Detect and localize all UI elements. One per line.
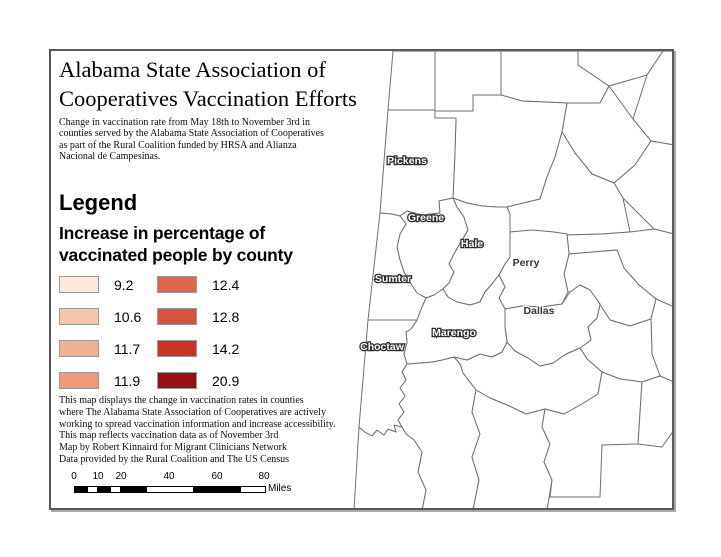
note-line: Map by Robert Kinnaird for Migrant Clini… <box>59 442 288 454</box>
legend-swatch <box>59 308 99 325</box>
note-line: This map reflects vaccination data as of… <box>59 430 279 442</box>
scale-segment <box>98 487 110 492</box>
county-label-dallas: Dallas <box>524 305 555 317</box>
county-labels: Pickens Greene Hale Sumter Perry Dallas … <box>359 154 556 355</box>
scale-bar-segments <box>74 486 266 493</box>
legend-subheading-line: vaccinated people by county <box>59 245 293 265</box>
legend-value: 10.6 <box>114 308 142 325</box>
county-label-sumter: Sumter <box>375 273 411 285</box>
legend-item: 11.7 <box>59 340 140 357</box>
legend-swatch <box>59 372 99 389</box>
county-shape-choctaw <box>358 319 418 437</box>
scale-tick: 40 <box>163 471 175 482</box>
legend-subheading: Increase in percentage of vaccinated peo… <box>59 222 293 266</box>
legend-item: 12.8 <box>157 308 239 325</box>
legend-item: 12.4 <box>157 276 239 293</box>
legend-item: 10.6 <box>59 308 141 325</box>
county-shape-perry <box>498 229 570 310</box>
legend-swatch <box>157 372 197 389</box>
legend-swatch <box>157 340 197 357</box>
scale-tick: 20 <box>115 471 127 482</box>
map-subtitle: Change in vaccination rate from May 18th… <box>59 117 324 163</box>
subtitle-line: as part of the Rural Coalition funded by… <box>59 139 297 151</box>
scale-segment <box>110 487 121 492</box>
legend-value: 14.2 <box>212 340 240 357</box>
county-shape-lamar <box>387 51 436 111</box>
legend-subheading-line: Increase in percentage of <box>59 223 266 243</box>
map-frame: Pickens Greene Hale Sumter Perry Dallas … <box>49 49 674 510</box>
legend-item: 20.9 <box>157 372 239 389</box>
scale-tick: 10 <box>92 471 104 482</box>
county-label-choctaw: Choctaw <box>360 341 405 353</box>
alabama-county-map: Pickens Greene Hale Sumter Perry Dallas … <box>353 51 672 508</box>
legend-swatch <box>157 308 197 325</box>
county-shape-dallas <box>504 284 601 367</box>
map-notes: This map displays the change in vaccinat… <box>59 395 335 466</box>
subtitle-line: Nacional de Campesinas. <box>59 151 161 163</box>
legend-value: 20.9 <box>212 372 240 389</box>
title-line-2: Cooperatives Vaccination Efforts <box>59 86 357 111</box>
scale-segment <box>75 487 87 492</box>
note-line: Data provided by the Rural Coalition and… <box>59 453 290 465</box>
scale-unit-label: Miles <box>268 483 292 494</box>
legend-heading: Legend <box>59 190 138 215</box>
legend-value: 12.4 <box>212 276 240 293</box>
subtitle-line: counties served by the Alabama State Ass… <box>59 128 324 140</box>
page-title: Alabama State Association of Cooperative… <box>59 55 357 113</box>
title-line-1: Alabama State Association of <box>59 57 326 82</box>
legend-value: 11.9 <box>114 372 141 389</box>
legend-swatch <box>59 340 99 357</box>
legend-value: 9.2 <box>114 276 134 293</box>
note-line: where The Alabama State Association of C… <box>59 406 326 418</box>
legend-swatch <box>59 276 99 293</box>
county-shape-butler <box>541 371 643 498</box>
scale-segment <box>146 487 194 492</box>
shaded-counties <box>358 109 601 437</box>
county-shape-southeast <box>637 375 672 448</box>
county-label-perry: Perry <box>513 257 540 269</box>
scale-tick: 0 <box>71 471 77 482</box>
legend-value: 11.7 <box>114 340 141 357</box>
county-label-greene: Greene <box>408 212 444 224</box>
scale-segment <box>194 487 241 492</box>
scale-bar: 0 10 20 40 60 80 Miles <box>71 471 292 497</box>
subtitle-line: Change in vaccination rate from May 18th… <box>59 117 311 128</box>
scale-segment <box>87 487 98 492</box>
scale-tick: 60 <box>211 471 223 482</box>
legend-item: 14.2 <box>157 340 239 357</box>
legend-item: 11.9 <box>59 372 140 389</box>
note-line: This map displays the change in vaccinat… <box>59 395 304 406</box>
legend-item: 9.2 <box>59 276 133 293</box>
county-label-marengo: Marengo <box>432 327 476 339</box>
legend-value: 12.8 <box>212 308 240 325</box>
unshaded-counties <box>353 51 672 508</box>
note-line: working to spread vaccination informatio… <box>59 418 336 430</box>
scale-segment <box>121 487 146 492</box>
scale-tick: 80 <box>258 471 270 482</box>
county-shape-cullman <box>577 51 664 87</box>
county-label-hale: Hale <box>461 238 483 250</box>
legend-swatch <box>157 276 197 293</box>
county-label-pickens: Pickens <box>387 155 427 167</box>
